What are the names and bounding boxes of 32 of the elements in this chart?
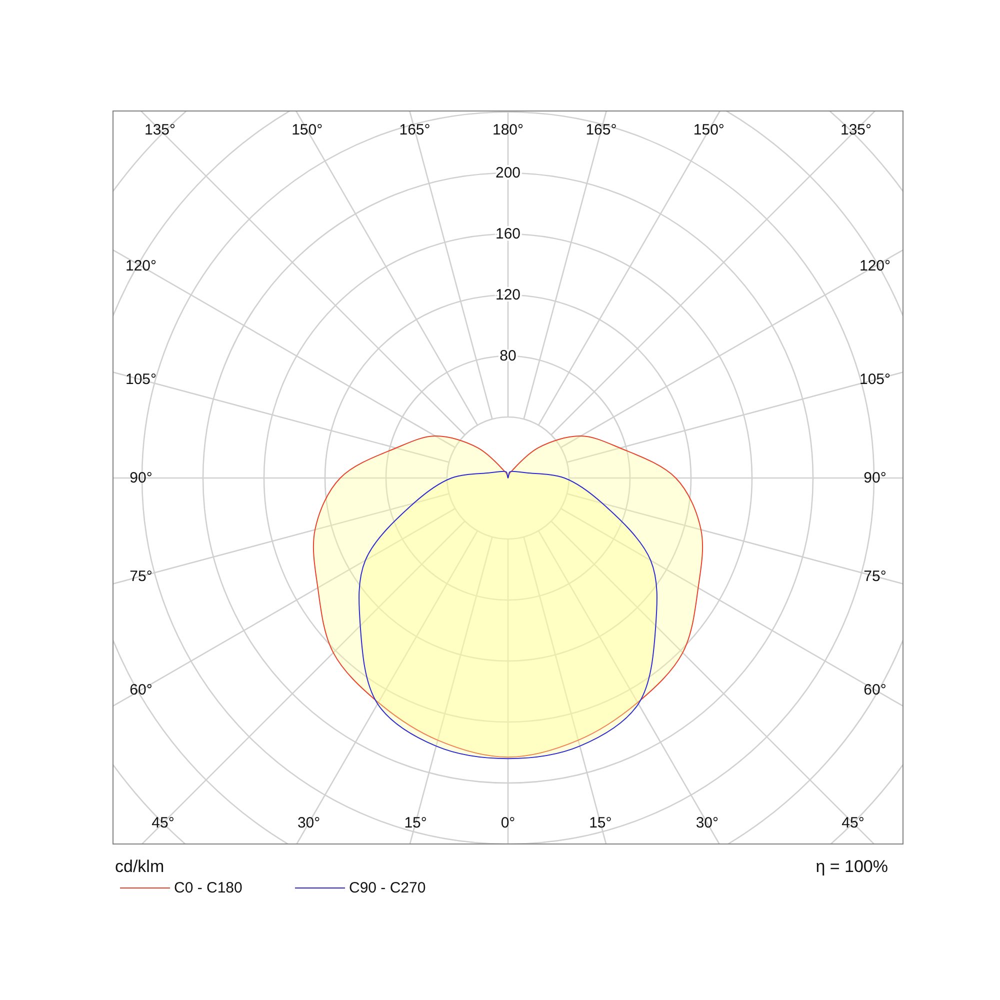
spoke-label: 30° [696, 814, 719, 832]
spoke-label: 75° [130, 568, 152, 585]
spoke-label: 60° [130, 681, 152, 698]
y-tick-label: 80 [500, 348, 516, 364]
spoke-label: 165° [586, 122, 617, 138]
spoke-label: 75° [864, 568, 886, 585]
y-tick-label: 160 [495, 226, 521, 242]
spoke-label: 105° [125, 371, 157, 388]
spoke-label: 105° [859, 371, 891, 388]
spoke-label: 135° [144, 122, 176, 138]
legend-label: C0 - C180 [174, 880, 242, 896]
spoke-label: 90° [864, 470, 886, 486]
spoke-label: 0° [500, 814, 516, 832]
spoke-label: 30° [297, 814, 320, 832]
spoke-label: 45° [842, 814, 864, 832]
spoke-label: 45° [152, 814, 174, 832]
spoke-label: 165° [399, 122, 430, 138]
spoke-label: 15° [589, 814, 612, 832]
spoke-label: 135° [840, 122, 872, 138]
spoke-label: 150° [693, 122, 724, 138]
text: cd/klm [115, 857, 164, 876]
spoke-label: 15° [404, 814, 427, 832]
spoke-label: 180° [492, 122, 524, 138]
spoke-label: 90° [130, 470, 152, 486]
spoke-label: 120° [859, 258, 891, 275]
legend-label: C90 - C270 [349, 880, 426, 896]
spoke-label: 150° [292, 122, 323, 138]
text: η = 100% [816, 857, 888, 876]
y-tick-label: 120 [495, 286, 521, 304]
spoke-label: 120° [125, 258, 157, 275]
y-tick-label: 200 [495, 164, 521, 182]
spoke-label: 60° [864, 681, 886, 698]
